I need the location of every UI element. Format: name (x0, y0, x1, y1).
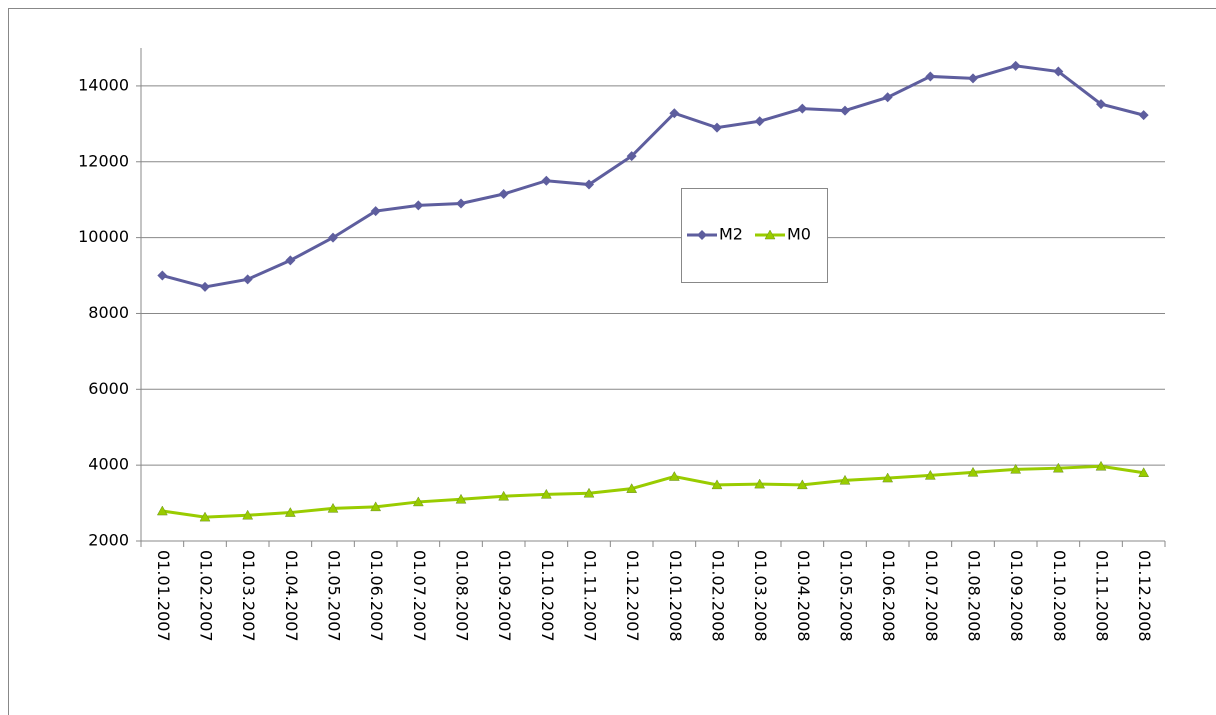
x-tick-label: 01.08.2007 (453, 550, 472, 642)
x-tick-label: 01.07.2008 (922, 550, 941, 642)
y-tick-label: 14000 (78, 75, 129, 94)
point (925, 71, 936, 82)
x-tick-label: 01.06.2008 (879, 550, 898, 642)
point (412, 496, 424, 507)
x-tick-label: 01.12.2008 (1135, 550, 1154, 642)
point (285, 255, 296, 266)
x-tick-label: 01.07.2007 (410, 550, 429, 642)
point (456, 198, 466, 209)
point (583, 487, 595, 498)
x-tick-label: 01.09.2007 (495, 550, 514, 642)
x-tick-label: 01.03.2008 (751, 550, 770, 642)
x-tick-label: 01.02.2007 (197, 550, 216, 642)
x-tick-label: 01.11.2007 (581, 550, 600, 642)
point (1138, 467, 1150, 477)
point (754, 116, 765, 127)
y-tick-label: 2000 (88, 531, 129, 550)
y-tick-label: 12000 (78, 151, 129, 170)
point (327, 502, 339, 513)
point (328, 232, 338, 243)
point (1010, 463, 1022, 474)
point (669, 108, 680, 119)
x-tick-label: 01.05.2007 (325, 550, 344, 642)
chart-frame (8, 8, 1216, 715)
point (1096, 99, 1106, 110)
legend-marker (697, 230, 707, 240)
point (541, 175, 552, 186)
point (242, 509, 254, 520)
y-tick-label: 10000 (78, 227, 129, 246)
x-tick-label: 01.08.2008 (965, 550, 984, 642)
point (1053, 66, 1064, 77)
point (840, 105, 850, 116)
point (968, 73, 978, 84)
x-tick-label: 01.10.2008 (1050, 550, 1069, 642)
point (370, 501, 382, 512)
point (1138, 110, 1149, 121)
point (200, 281, 210, 292)
point (1095, 460, 1107, 471)
y-tick-label: 6000 (88, 379, 129, 398)
point (712, 122, 722, 133)
x-tick-label: 01.05.2008 (837, 550, 856, 642)
point (668, 471, 680, 481)
point (540, 488, 552, 499)
x-tick-label: 01.12.2007 (623, 550, 642, 642)
series-line (162, 464, 1144, 519)
point (157, 270, 168, 281)
point (839, 474, 851, 485)
point (754, 478, 766, 489)
x-tick-label: 01.11.2008 (1093, 550, 1112, 642)
point (626, 483, 638, 493)
point (498, 189, 509, 200)
y-tick-label: 8000 (88, 303, 129, 322)
point (797, 103, 808, 114)
point (199, 511, 211, 522)
legend-marker (764, 229, 776, 240)
legend-label: M0 (787, 225, 811, 244)
x-tick-label: 01.03.2007 (239, 550, 258, 642)
point (924, 469, 936, 480)
point (711, 479, 723, 490)
legend-label: M2 (719, 225, 743, 244)
point (1052, 462, 1064, 473)
x-tick-label: 01.10.2007 (538, 550, 557, 642)
x-tick-label: 01.04.2008 (794, 550, 813, 642)
point (1010, 60, 1021, 71)
point (413, 200, 424, 211)
point (498, 490, 510, 501)
point (626, 151, 637, 162)
x-tick-label: 01.04.2007 (282, 550, 301, 642)
point (370, 206, 381, 217)
point (284, 507, 296, 517)
x-tick-label: 01.09.2008 (1007, 550, 1026, 642)
x-tick-label: 01.01.2008 (666, 550, 685, 642)
y-tick-label: 4000 (88, 455, 129, 474)
point (796, 479, 808, 490)
x-tick-label: 01.02.2008 (709, 550, 728, 642)
x-tick-label: 01.06.2007 (367, 550, 386, 642)
point (882, 472, 894, 483)
point (156, 505, 168, 516)
point (584, 179, 594, 190)
x-tick-label: 01.01.2007 (154, 550, 173, 642)
point (882, 92, 893, 103)
series-line (161, 64, 1145, 289)
point (455, 493, 467, 504)
point (242, 274, 253, 285)
point (967, 466, 979, 477)
